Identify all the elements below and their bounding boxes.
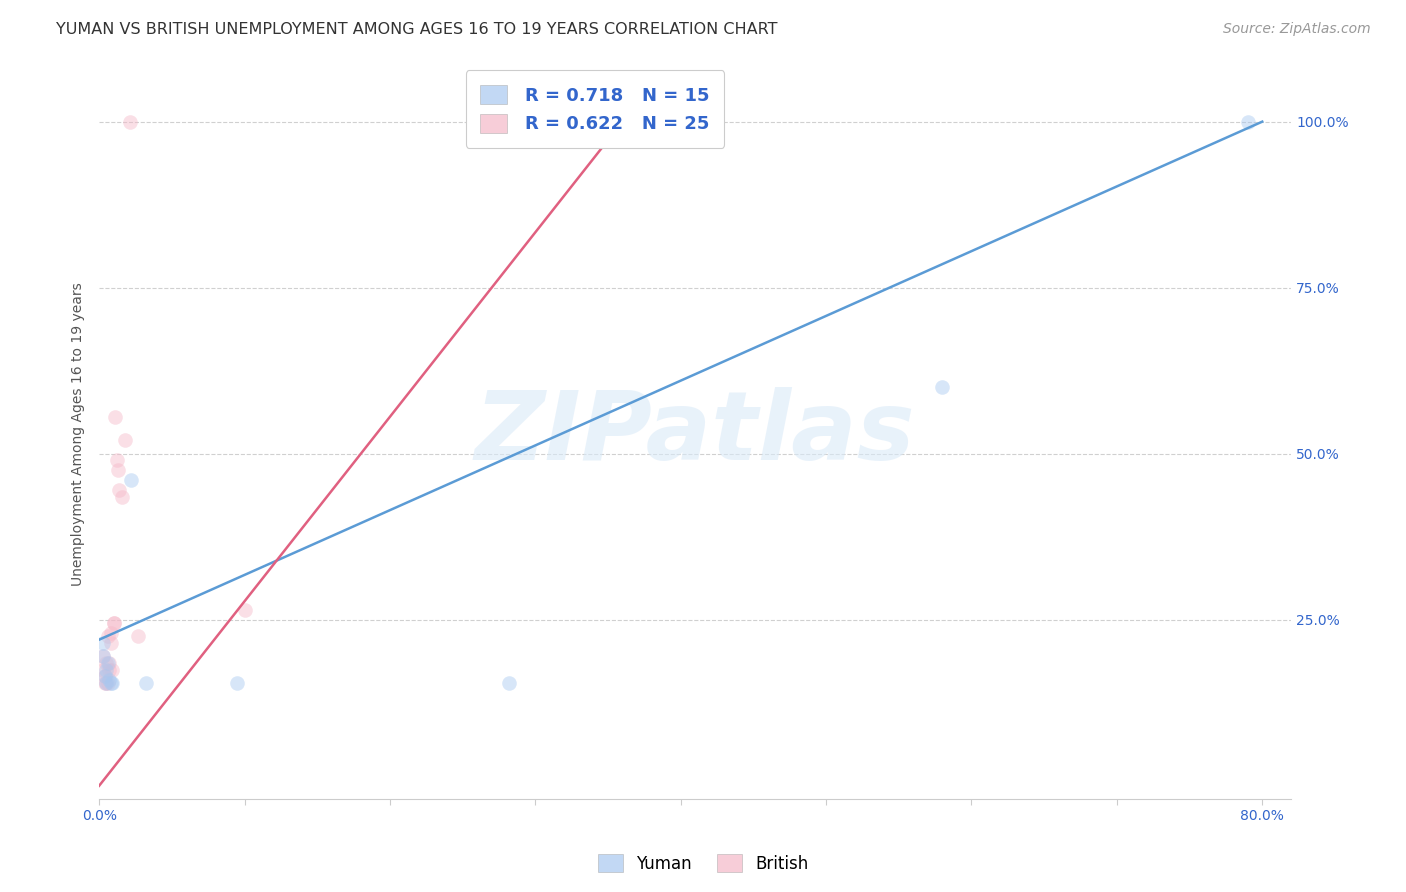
Point xyxy=(612,114,634,128)
Legend: Yuman, British: Yuman, British xyxy=(591,847,815,880)
Point xyxy=(107,463,129,477)
Point xyxy=(96,676,118,690)
Point xyxy=(101,676,124,690)
Point xyxy=(931,380,953,394)
Point xyxy=(97,676,120,690)
Point xyxy=(93,649,115,664)
Y-axis label: Unemployment Among Ages 16 to 19 years: Unemployment Among Ages 16 to 19 years xyxy=(72,282,86,586)
Point xyxy=(118,114,141,128)
Point xyxy=(135,676,157,690)
Point xyxy=(96,676,118,690)
Point xyxy=(233,603,256,617)
Point xyxy=(105,453,128,467)
Point xyxy=(98,663,121,677)
Point xyxy=(104,410,127,425)
Point xyxy=(108,483,131,498)
Point xyxy=(103,616,125,631)
Point xyxy=(94,669,117,683)
Point xyxy=(127,629,149,643)
Point xyxy=(226,676,249,690)
Point xyxy=(103,616,125,631)
Point xyxy=(97,629,120,643)
Point xyxy=(120,473,142,487)
Point xyxy=(96,663,118,677)
Point xyxy=(111,490,134,504)
Point xyxy=(96,656,118,670)
Point xyxy=(100,626,122,640)
Point xyxy=(101,663,124,677)
Point xyxy=(498,676,520,690)
Point xyxy=(97,656,120,670)
Point xyxy=(94,669,117,683)
Point xyxy=(1236,114,1258,128)
Text: Source: ZipAtlas.com: Source: ZipAtlas.com xyxy=(1223,22,1371,37)
Point xyxy=(93,636,115,650)
Point xyxy=(98,656,121,670)
Point xyxy=(100,676,122,690)
Point xyxy=(94,676,117,690)
Point xyxy=(93,649,115,664)
Point xyxy=(114,434,136,448)
Text: YUMAN VS BRITISH UNEMPLOYMENT AMONG AGES 16 TO 19 YEARS CORRELATION CHART: YUMAN VS BRITISH UNEMPLOYMENT AMONG AGES… xyxy=(56,22,778,37)
Point xyxy=(93,663,115,677)
Point xyxy=(100,636,122,650)
Point xyxy=(98,673,121,687)
Text: ZIPatlas: ZIPatlas xyxy=(475,387,915,480)
Legend: R = 0.718   N = 15, R = 0.622   N = 25: R = 0.718 N = 15, R = 0.622 N = 25 xyxy=(465,70,724,148)
